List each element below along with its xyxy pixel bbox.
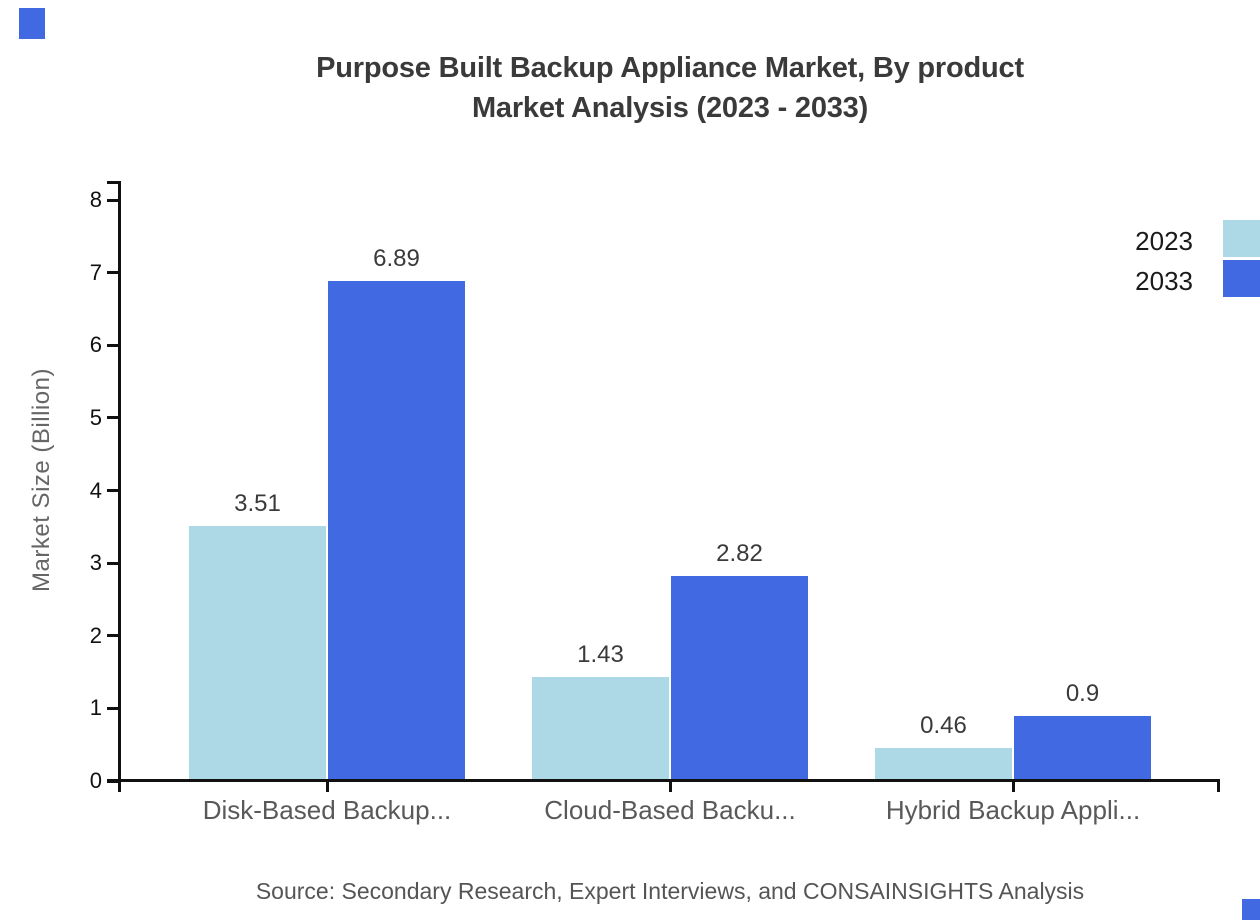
source-note: Source: Secondary Research, Expert Inter… xyxy=(255,878,1085,904)
bar-2023-2 xyxy=(875,747,1012,782)
value-label-2033-0: 6.89 xyxy=(373,244,420,272)
category-tick-0 xyxy=(325,782,329,792)
corner-marker-top-left xyxy=(19,8,45,39)
y-axis-line xyxy=(118,181,121,792)
bar-2033-0 xyxy=(328,280,465,782)
y-axis-end-cap xyxy=(107,181,118,184)
y-tick-1 xyxy=(107,706,118,710)
y-tick-7 xyxy=(107,271,118,275)
y-tick-2 xyxy=(107,634,118,638)
legend-label-2033: 2033 xyxy=(1135,266,1193,296)
y-tick-6 xyxy=(107,343,118,347)
legend-swatch-2033 xyxy=(1223,260,1260,297)
value-label-2023-2: 0.46 xyxy=(920,711,967,739)
y-tick-label-2: 2 xyxy=(89,622,102,648)
y-tick-label-1: 1 xyxy=(89,695,102,721)
category-tick-1 xyxy=(668,782,672,792)
category-tick-2 xyxy=(1011,782,1015,792)
bar-2033-2 xyxy=(1014,715,1151,782)
y-tick-label-8: 8 xyxy=(89,187,102,212)
x-axis-end-tick xyxy=(1217,782,1220,792)
y-tick-8 xyxy=(107,198,118,202)
chart-title-line1: Purpose Built Backup Appliance Market, B… xyxy=(316,52,1024,84)
y-tick-label-4: 4 xyxy=(89,477,102,503)
y-tick-label-6: 6 xyxy=(89,332,102,358)
value-label-2023-1: 1.43 xyxy=(577,641,624,669)
category-label-1: Cloud-Based Backu... xyxy=(544,795,796,825)
y-tick-label-5: 5 xyxy=(89,404,102,430)
legend-label-2023: 2023 xyxy=(1135,226,1193,256)
x-axis-line xyxy=(107,779,1220,782)
y-tick-5 xyxy=(107,416,118,420)
value-label-2033-2: 0.9 xyxy=(1065,679,1100,707)
y-tick-3 xyxy=(107,561,118,565)
legend-swatch-2023 xyxy=(1223,220,1260,257)
y-tick-label-3: 3 xyxy=(89,550,102,576)
y-tick-label-0: 0 xyxy=(89,768,102,793)
bar-2033-1 xyxy=(671,576,808,782)
value-label-2033-1: 2.82 xyxy=(716,540,763,568)
category-label-0: Disk-Based Backup... xyxy=(202,795,452,825)
category-label-2: Hybrid Backup Appli... xyxy=(885,795,1141,825)
bar-2023-1 xyxy=(532,677,669,782)
corner-marker-bottom-right xyxy=(1242,899,1260,920)
chart-title-line2: Market Analysis (2023 - 2033) xyxy=(471,92,869,124)
bar-2023-0 xyxy=(189,526,326,782)
y-tick-label-7: 7 xyxy=(89,259,102,285)
value-label-2023-0: 3.51 xyxy=(234,490,281,518)
y-tick-4 xyxy=(107,489,118,492)
